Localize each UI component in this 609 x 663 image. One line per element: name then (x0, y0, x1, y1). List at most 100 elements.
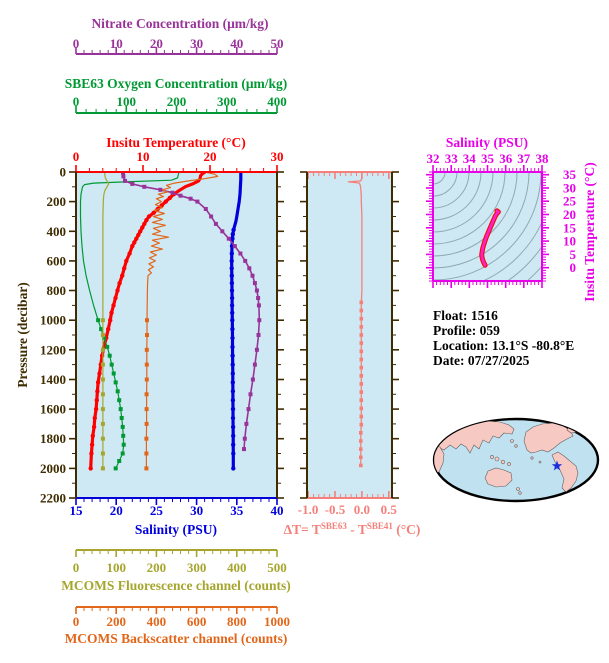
salinity-tick-label: 40 (271, 503, 284, 518)
deltat-marker (359, 406, 364, 411)
temperature-marker (127, 251, 132, 256)
salinity-marker (229, 288, 235, 293)
date-text: Date: 07/27/2025 (433, 353, 530, 368)
temperature-marker (120, 273, 125, 278)
nitrate-marker (121, 174, 126, 179)
salinity-axis-title: Salinity (PSU) (135, 522, 217, 537)
deltat-marker (359, 463, 363, 468)
nitrate-marker (252, 362, 257, 367)
oxygen-axis-title: SBE63 Oxygen Concentration (μm/kg) (65, 76, 288, 91)
tspan-shape: SBE63 (321, 521, 348, 531)
fluorescence-marker (100, 347, 105, 352)
temperature-marker (111, 303, 116, 308)
temperature-marker (140, 225, 145, 230)
temperature-tick-label: 30 (271, 149, 284, 164)
temperature-marker (90, 433, 96, 438)
island (494, 456, 500, 462)
backscatter-marker (144, 421, 149, 426)
deltat-axis-title: ΔT= TSBE63 - TSBE41 (°C) (284, 521, 421, 537)
nitrate-marker (220, 229, 225, 234)
deltat-marker (359, 341, 364, 345)
temperature-marker (144, 218, 149, 223)
temperature-marker (106, 326, 111, 332)
nitrate-marker (256, 296, 261, 300)
island (538, 460, 542, 464)
salinity-marker (229, 303, 235, 308)
temperature-marker (108, 318, 113, 323)
deltat-series (347, 172, 364, 468)
backscatter-marker (144, 451, 149, 456)
nitrate-tick-label: 30 (190, 36, 203, 51)
deltat-marker (359, 300, 364, 305)
ts-isopycnal-contours (433, 172, 542, 281)
temperature-tick-label: 20 (204, 149, 217, 164)
temperature-marker (130, 243, 135, 249)
ts-temp-right-tick-label: 25 (563, 194, 577, 209)
deltat-bottom-tick-label: -0.5 (325, 502, 346, 517)
nitrate-marker (158, 187, 163, 192)
nitrate-marker (247, 266, 252, 271)
backscatter-tick-label: 1000 (264, 614, 290, 629)
island (507, 462, 511, 466)
oxygen-marker (111, 371, 116, 376)
deltat-marker (359, 439, 363, 443)
tspan-shape: ΔT= T (284, 522, 321, 537)
salinity-marker (229, 295, 235, 301)
ts-temp-right-tick-label: 30 (563, 181, 576, 196)
deltat-marker (359, 398, 364, 402)
nitrate-marker (254, 288, 259, 293)
oxygen-tick-label: 100 (117, 94, 137, 109)
main-profile-panel (76, 172, 277, 498)
oxygen-marker (96, 318, 101, 323)
backscatter-marker (144, 377, 149, 382)
ts-temperature-axis-title: Insitu Temperature (°C) (582, 162, 597, 301)
temperature-marker (117, 280, 122, 286)
nitrate-marker (123, 178, 127, 183)
backscatter-tick-label: 0 (73, 614, 80, 629)
temperature-tick-label: 10 (137, 149, 150, 164)
ts-salinity-top-tick-label: 38 (536, 151, 550, 166)
island (518, 491, 522, 495)
island (500, 459, 506, 465)
salinity-marker (230, 389, 236, 394)
salinity-tick-label: 15 (70, 503, 84, 518)
pressure-left-tick-label: 1000 (40, 313, 66, 328)
temperature-marker (136, 232, 141, 238)
nitrate-marker (242, 447, 246, 452)
backscatter-marker (145, 318, 149, 323)
deltat-marker (359, 325, 364, 329)
isopycnal-contour-line (433, 172, 506, 245)
temperature-marker (146, 214, 152, 219)
nitrate-tick-label: 10 (110, 36, 123, 51)
salinity-marker (230, 236, 235, 241)
temperature-marker (93, 406, 99, 412)
temperature-marker (95, 380, 101, 385)
salinity-marker (231, 442, 236, 447)
deltat-bottom-tick-label: 0.0 (354, 502, 370, 517)
deltat-marker (359, 357, 364, 362)
temperature-marker (115, 288, 120, 293)
ts-series (479, 208, 501, 268)
tspan-shape: - T (347, 522, 367, 537)
fluorescence-tick-label: 100 (106, 560, 126, 575)
salinity-marker (230, 326, 235, 332)
nitrate-marker (252, 281, 257, 286)
ts-salinity-axis-title: Salinity (PSU) (446, 135, 528, 150)
deltat-marker (359, 447, 363, 451)
oxygen-marker (107, 353, 112, 358)
profile-number-text: Profile: 059 (433, 323, 500, 338)
salinity-marker (230, 380, 235, 385)
deltat-marker (359, 431, 363, 435)
salinity-marker (229, 251, 234, 256)
temperature-marker (142, 221, 147, 227)
salinity-tick-label: 35 (230, 503, 244, 518)
oxygen-profile-curve (79, 172, 180, 469)
isopycnal-contour-line (433, 172, 446, 185)
oxygen-marker (113, 380, 118, 385)
pressure-left-tick-label: 600 (47, 253, 67, 268)
fluorescence-tick-label: 400 (227, 560, 247, 575)
nitrate-marker (254, 347, 259, 352)
isopycnal-contour-line (433, 172, 458, 197)
ts-panel (433, 172, 542, 281)
fluorescence-marker (100, 362, 105, 367)
